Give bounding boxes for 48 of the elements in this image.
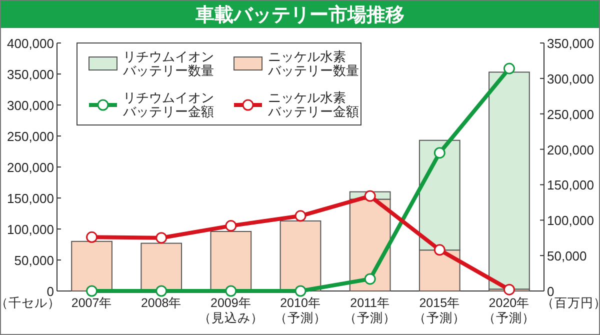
point: [364, 190, 376, 202]
y-tick-label: 250,000: [7, 129, 54, 144]
point: [156, 232, 168, 244]
x-tick-label: 2008年: [140, 296, 182, 310]
chart-title: 車載バッテリー市場推移: [194, 4, 404, 26]
y2-tick-label: 300,000: [547, 71, 594, 86]
point: [364, 273, 376, 285]
y-axis-title: （千セル）: [0, 296, 60, 310]
y2-tick-label: 0: [547, 284, 554, 299]
y-tick-label: 350,000: [7, 67, 54, 82]
point: [225, 285, 237, 297]
point: [225, 220, 237, 232]
point: [294, 285, 306, 297]
y-tick-label: 200,000: [7, 160, 54, 175]
y2-tick-label: 150,000: [547, 178, 594, 193]
y-tick-label: 150,000: [7, 191, 54, 206]
y-tick-label: 400,000: [7, 36, 54, 51]
point: [86, 231, 98, 243]
y-tick-label: 100,000: [7, 222, 54, 237]
point: [156, 285, 168, 297]
y2-tick-label: 250,000: [547, 106, 594, 122]
y-tick-label: 0: [46, 284, 54, 299]
y2-tick-label: 350,000: [547, 36, 594, 51]
point: [86, 285, 98, 297]
bar: [280, 220, 322, 292]
y2-tick-label: 200,000: [547, 142, 594, 158]
y2-tick-label: 50,000: [547, 248, 587, 264]
x-tick-label: 2009年（見込み）: [198, 296, 264, 325]
x-tick-label: 2010年（予測）: [274, 296, 326, 325]
y-tick-label: 300,000: [7, 98, 54, 113]
x-tick-label: 2020年（予測）: [483, 296, 536, 325]
point: [503, 62, 515, 74]
point: [503, 284, 515, 296]
point: [294, 210, 306, 222]
x-tick-label: 2007年: [71, 296, 112, 310]
y2-axis-title: （百万円）: [542, 296, 600, 310]
y2-tick-label: 100,000: [547, 213, 594, 228]
point: [434, 244, 446, 256]
legend-label: リチウムイオンバッテリー数量: [122, 49, 214, 78]
legend-label: ニッケル水素バッテリー数量: [267, 49, 359, 78]
legend-label: リチウムイオンバッテリー金額: [122, 90, 214, 119]
bar: [71, 240, 112, 292]
legend-label: ニッケル水素バッテリー金額: [267, 90, 359, 119]
point: [434, 147, 446, 159]
bar: [488, 72, 530, 290]
x-tick-label: 2011年（予測）: [344, 296, 396, 325]
x-tick-label: 2015年（予測）: [414, 296, 466, 325]
y-tick-label: 50,000: [14, 253, 54, 268]
